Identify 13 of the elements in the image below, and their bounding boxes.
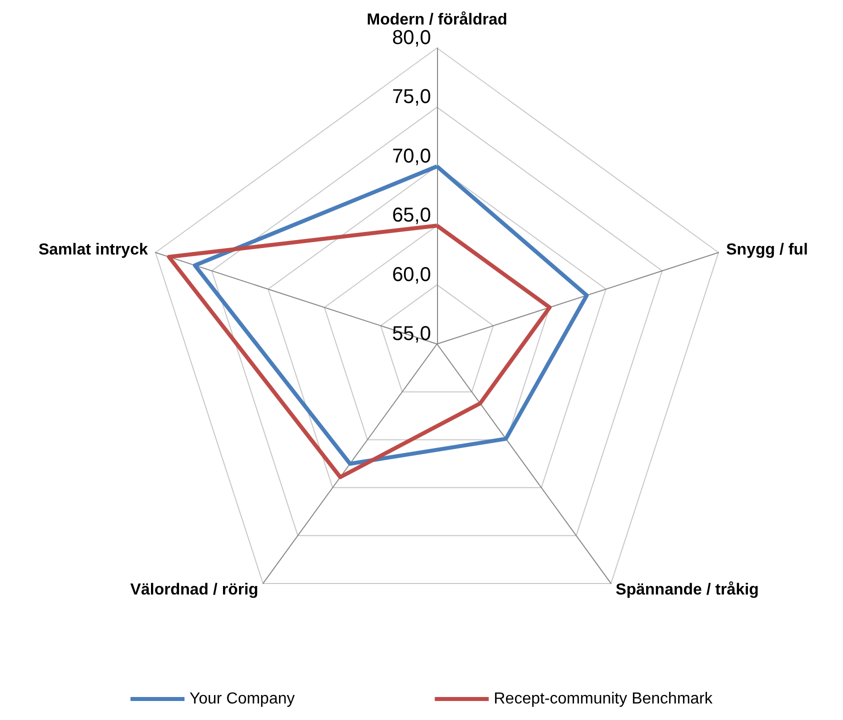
- spoke-label: Spännande / tråkig: [616, 580, 759, 598]
- spoke-label: Välordnad / rörig: [130, 581, 258, 598]
- y-tick-label: 70,0: [392, 145, 431, 168]
- y-tick-label: 60,0: [392, 264, 431, 286]
- legend-label: Your Company: [190, 690, 295, 708]
- spoke-label: Samlat intryck: [38, 242, 148, 259]
- legend-label: Recept-community Benchmark: [494, 690, 714, 708]
- y-tick-label: 80,0: [392, 27, 431, 49]
- y-tick-label: 65,0: [392, 204, 431, 227]
- y-tick-label: 75,0: [392, 86, 431, 108]
- spoke-label: Modern / föråldrad: [366, 10, 508, 29]
- spoke-label: Snygg / ful: [726, 242, 808, 259]
- y-tick-label: 55,0: [392, 323, 431, 345]
